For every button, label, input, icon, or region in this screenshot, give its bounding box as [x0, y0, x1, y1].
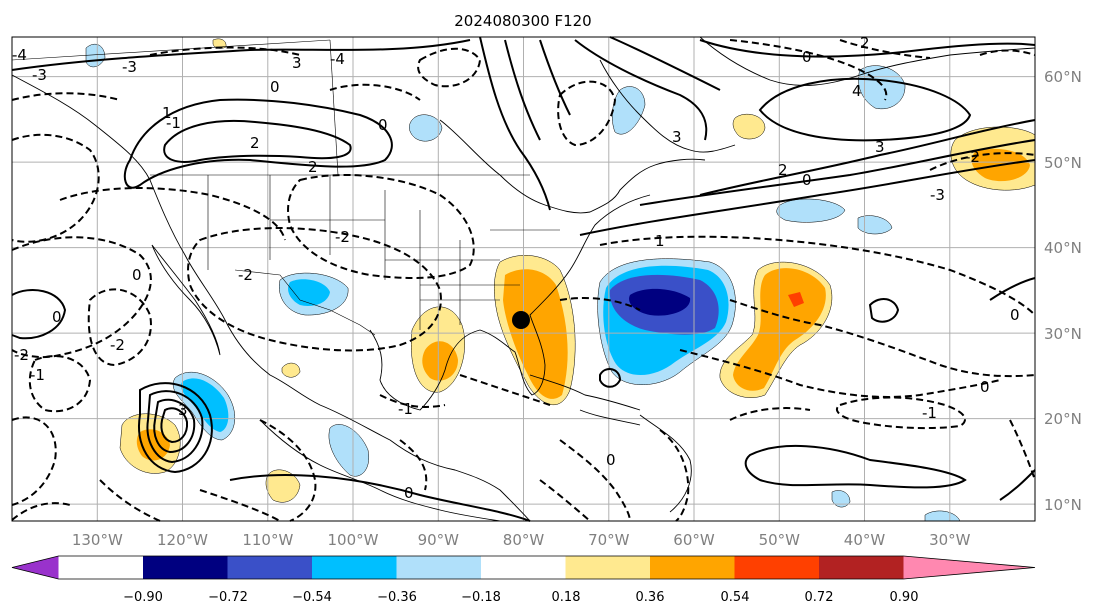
- colorbar-tick-label: −0.36: [377, 590, 417, 605]
- contour-label: 3: [292, 54, 302, 72]
- lon-label: 80°W: [503, 531, 545, 549]
- colorbar-segment: [227, 556, 313, 579]
- colorbar: −0.90 −0.72 −0.54 −0.36 −0.18 0.18 0.36 …: [11, 555, 1036, 605]
- colorbar-tick-label: 0.72: [805, 590, 834, 605]
- contour-label: 0: [606, 451, 616, 469]
- contour-label: -1: [922, 404, 937, 422]
- colorbar-tick-label: 0.54: [721, 590, 750, 605]
- contour-label: 0: [270, 78, 280, 96]
- colorbar-segment: [481, 556, 566, 579]
- lon-label: 60°W: [673, 531, 715, 549]
- contour-label: 3: [178, 401, 188, 419]
- colorbar-extend-low: [12, 556, 59, 579]
- contour-label: 3: [672, 128, 682, 146]
- colorbar-tick-label: −0.90: [123, 590, 163, 605]
- contour-label: 3: [875, 138, 885, 156]
- lat-label: 60°N: [1044, 68, 1082, 86]
- colorbar-extend-high: [903, 556, 1035, 579]
- colorbar-tick-label: 0.90: [890, 590, 919, 605]
- lon-label: 50°W: [759, 531, 801, 549]
- location-marker: [512, 311, 530, 329]
- lon-label: 120°W: [157, 531, 208, 549]
- lon-label: 90°W: [418, 531, 460, 549]
- colorbar-tick-label: −0.18: [461, 590, 501, 605]
- lon-label: 30°W: [929, 531, 971, 549]
- contour-label: -2: [14, 346, 29, 364]
- contour-labels: 4 3 3 3 3 2 2 2 2 1 1 0 0 0 0 0 0 0 0 0 …: [12, 34, 1020, 502]
- lat-label: 10°N: [1044, 496, 1082, 514]
- colorbar-outline: [11, 555, 1036, 580]
- colorbar-tick-label: −0.72: [208, 590, 248, 605]
- contour-label: 0: [52, 308, 62, 326]
- contour-label: 2: [860, 34, 870, 52]
- contour-label: -2: [965, 148, 980, 166]
- latitude-labels: 60°N 50°N 40°N 30°N 20°N 10°N: [1044, 68, 1082, 514]
- contour-label: -3: [930, 186, 945, 204]
- colorbar-tick-label: 0.36: [636, 590, 665, 605]
- colorbar-segment: [819, 556, 904, 579]
- longitude-labels: 130°W 120°W 110°W 100°W 90°W 80°W 70°W 6…: [72, 531, 971, 549]
- contour-label: 4: [852, 82, 862, 100]
- contour-label: -3: [32, 66, 47, 84]
- contour-label: -3: [122, 58, 137, 76]
- contours: [11, 36, 1036, 522]
- lon-label: 110°W: [242, 531, 293, 549]
- lat-label: 50°N: [1044, 154, 1082, 172]
- contour-label: 2: [778, 161, 788, 179]
- contour-label: 2: [250, 134, 260, 152]
- contour-label: 0: [980, 378, 990, 396]
- contour-label: 0: [132, 266, 142, 284]
- colorbar-segments: [11, 555, 1036, 580]
- colorbar-tick-label: −0.54: [292, 590, 332, 605]
- contour-label: 0: [802, 48, 812, 66]
- colorbar-segment: [734, 556, 820, 579]
- lon-label: 70°W: [588, 531, 630, 549]
- contour-label: -4: [12, 46, 27, 64]
- lat-label: 30°N: [1044, 325, 1082, 343]
- contour-label: -1: [166, 114, 181, 132]
- borders: [11, 39, 560, 336]
- contour-label: 1: [162, 104, 172, 122]
- colorbar-segment: [396, 556, 482, 579]
- colorbar-tick-label: 0.18: [552, 590, 581, 605]
- contour-label: -2: [110, 336, 125, 354]
- colorbar-tick-labels: −0.90 −0.72 −0.54 −0.36 −0.18 0.18 0.36 …: [123, 590, 918, 605]
- graticule: [12, 37, 1035, 521]
- coastlines: [11, 36, 1036, 522]
- map-title: 2024080300 F120: [454, 12, 591, 30]
- contour-label: 0: [802, 171, 812, 189]
- contour-label: 0: [378, 116, 388, 134]
- contour-label: 2: [308, 158, 318, 176]
- contour-label: -1: [398, 400, 413, 418]
- colorbar-segment: [565, 556, 651, 579]
- lon-label: 40°W: [844, 531, 886, 549]
- contour-label: -4: [330, 50, 345, 68]
- lat-label: 20°N: [1044, 410, 1082, 428]
- contour-label: 0: [404, 484, 414, 502]
- map-panel: 4 3 3 3 3 2 2 2 2 1 1 0 0 0 0 0 0 0 0 0 …: [11, 34, 1036, 522]
- colorbar-segment: [650, 556, 735, 579]
- contour-label: -2: [335, 228, 350, 246]
- contour-label: -2: [238, 266, 253, 284]
- lon-label: 130°W: [72, 531, 123, 549]
- contour-label: -1: [30, 366, 45, 384]
- colorbar-segment: [312, 556, 397, 579]
- colorbar-segment: [143, 556, 228, 579]
- lon-label: 100°W: [328, 531, 379, 549]
- contour-label: 1: [655, 232, 665, 250]
- contour-label: 0: [1010, 306, 1020, 324]
- lat-label: 40°N: [1044, 239, 1082, 257]
